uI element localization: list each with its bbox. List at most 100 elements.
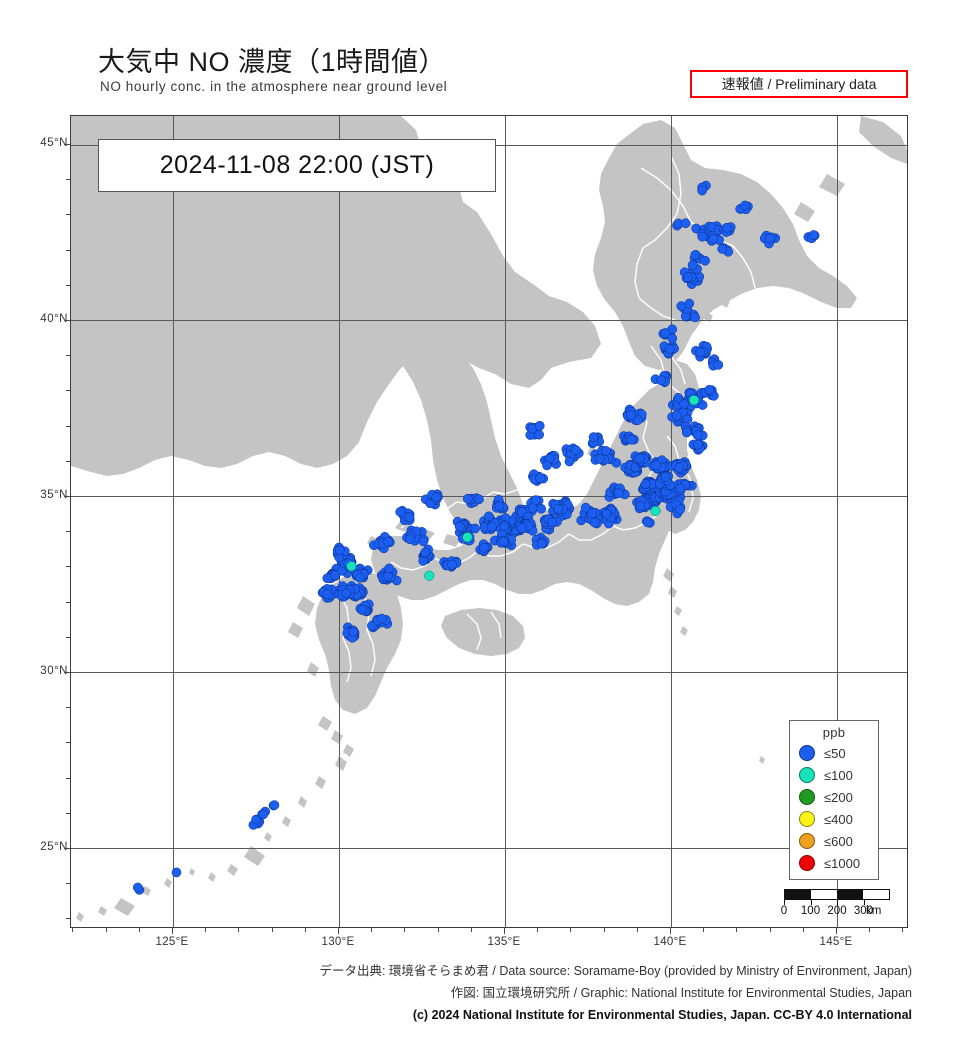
legend-entry-1[interactable]: ≤100 bbox=[790, 764, 878, 786]
station-dot[interactable] bbox=[684, 298, 695, 309]
station-dot[interactable] bbox=[656, 375, 667, 386]
station-dot-highlight[interactable] bbox=[688, 395, 700, 406]
station-dot[interactable] bbox=[534, 429, 544, 440]
station-dot[interactable] bbox=[564, 456, 575, 467]
station-dot[interactable] bbox=[675, 504, 685, 515]
station-dot[interactable] bbox=[687, 260, 698, 270]
legend-entry-0[interactable]: ≤50 bbox=[790, 742, 878, 764]
station-dot[interactable] bbox=[589, 517, 600, 528]
station-dot[interactable] bbox=[681, 427, 692, 438]
station-dot[interactable] bbox=[664, 344, 675, 354]
station-dot[interactable] bbox=[695, 347, 706, 358]
station-dot[interactable] bbox=[483, 511, 494, 522]
station-dot[interactable] bbox=[660, 471, 671, 482]
station-dot[interactable] bbox=[269, 800, 280, 810]
station-dot-highlight[interactable] bbox=[650, 505, 661, 517]
station-dot[interactable] bbox=[454, 521, 465, 532]
station-dot[interactable] bbox=[171, 867, 182, 878]
station-dot[interactable] bbox=[693, 439, 703, 450]
station-dot[interactable] bbox=[651, 460, 661, 471]
station-dot[interactable] bbox=[376, 613, 387, 624]
station-dot[interactable] bbox=[690, 312, 700, 323]
station-dot[interactable] bbox=[571, 445, 581, 455]
station-dot[interactable] bbox=[697, 185, 708, 196]
station-dot[interactable] bbox=[667, 333, 678, 344]
station-dot[interactable] bbox=[334, 545, 345, 556]
station-dot-highlight[interactable] bbox=[424, 570, 435, 581]
station-dot[interactable] bbox=[721, 222, 732, 233]
station-dot[interactable] bbox=[625, 410, 636, 421]
station-dot[interactable] bbox=[486, 522, 497, 532]
station-dot[interactable] bbox=[594, 454, 605, 464]
legend-entry-3[interactable]: ≤400 bbox=[790, 808, 878, 830]
station-dot[interactable] bbox=[404, 512, 415, 523]
station-dot[interactable] bbox=[474, 494, 484, 505]
station-dot[interactable] bbox=[671, 410, 682, 421]
station-dot[interactable] bbox=[536, 503, 547, 514]
station-dot[interactable] bbox=[534, 420, 545, 431]
station-dot[interactable] bbox=[383, 536, 394, 547]
station-dot[interactable] bbox=[542, 460, 552, 471]
station-dot[interactable] bbox=[740, 200, 750, 211]
station-dot[interactable] bbox=[692, 430, 703, 440]
station-dot[interactable] bbox=[640, 479, 651, 489]
station-dot[interactable] bbox=[690, 250, 701, 260]
station-dot[interactable] bbox=[601, 509, 612, 519]
station-dot[interactable] bbox=[683, 272, 694, 283]
legend-entry-2[interactable]: ≤200 bbox=[790, 786, 878, 808]
station-dot[interactable] bbox=[517, 523, 528, 533]
station-dot[interactable] bbox=[258, 809, 269, 820]
station-dot[interactable] bbox=[479, 542, 490, 553]
station-dot[interactable] bbox=[462, 493, 473, 504]
station-dot[interactable] bbox=[418, 536, 429, 547]
station-dot[interactable] bbox=[717, 244, 728, 254]
station-dot[interactable] bbox=[635, 501, 646, 511]
station-dot[interactable] bbox=[708, 233, 719, 244]
station-dot[interactable] bbox=[587, 508, 598, 519]
station-dot[interactable] bbox=[535, 473, 546, 483]
station-dot[interactable] bbox=[808, 230, 819, 240]
station-dot[interactable] bbox=[447, 559, 457, 570]
station-dot[interactable] bbox=[642, 517, 653, 528]
station-dot[interactable] bbox=[626, 434, 637, 445]
station-dot-highlight[interactable] bbox=[346, 561, 357, 572]
station-dot[interactable] bbox=[553, 504, 564, 514]
station-dot[interactable] bbox=[431, 492, 442, 503]
station-dot[interactable] bbox=[499, 521, 510, 532]
station-dot[interactable] bbox=[713, 360, 724, 370]
station-dot[interactable] bbox=[704, 384, 715, 395]
station-dot[interactable] bbox=[322, 573, 333, 584]
station-dot[interactable] bbox=[357, 604, 368, 615]
station-dot[interactable] bbox=[547, 517, 557, 528]
station-dot[interactable] bbox=[420, 547, 431, 558]
station-dot[interactable] bbox=[601, 446, 611, 456]
legend-entry-4[interactable]: ≤600 bbox=[790, 830, 878, 852]
station-dot[interactable] bbox=[498, 536, 509, 547]
station-dot[interactable] bbox=[588, 432, 599, 442]
station-dot[interactable] bbox=[322, 589, 333, 599]
station-dot[interactable] bbox=[697, 231, 708, 242]
station-dot[interactable] bbox=[354, 572, 365, 583]
map-plot-area[interactable] bbox=[70, 115, 908, 928]
station-dot[interactable] bbox=[395, 507, 406, 517]
station-dot[interactable] bbox=[660, 328, 671, 338]
station-dot[interactable] bbox=[530, 495, 541, 505]
station-dot[interactable] bbox=[341, 588, 352, 599]
legend-entry-5[interactable]: ≤1000 bbox=[790, 852, 878, 874]
station-dot[interactable] bbox=[673, 392, 684, 403]
station-dot[interactable] bbox=[764, 233, 775, 244]
station-dot[interactable] bbox=[494, 501, 505, 512]
station-dot[interactable] bbox=[348, 626, 359, 637]
station-dot[interactable] bbox=[680, 218, 691, 229]
station-dot[interactable] bbox=[132, 882, 143, 893]
station-dot[interactable] bbox=[674, 462, 685, 473]
station-dot[interactable] bbox=[580, 502, 591, 513]
station-dot[interactable] bbox=[404, 534, 415, 545]
station-dot[interactable] bbox=[614, 488, 624, 499]
station-dot-highlight[interactable] bbox=[462, 532, 473, 543]
station-dot[interactable] bbox=[384, 563, 394, 574]
station-dot[interactable] bbox=[634, 453, 645, 464]
station-dot[interactable] bbox=[536, 538, 547, 549]
station-dot[interactable] bbox=[700, 255, 710, 266]
station-dot[interactable] bbox=[675, 483, 686, 494]
